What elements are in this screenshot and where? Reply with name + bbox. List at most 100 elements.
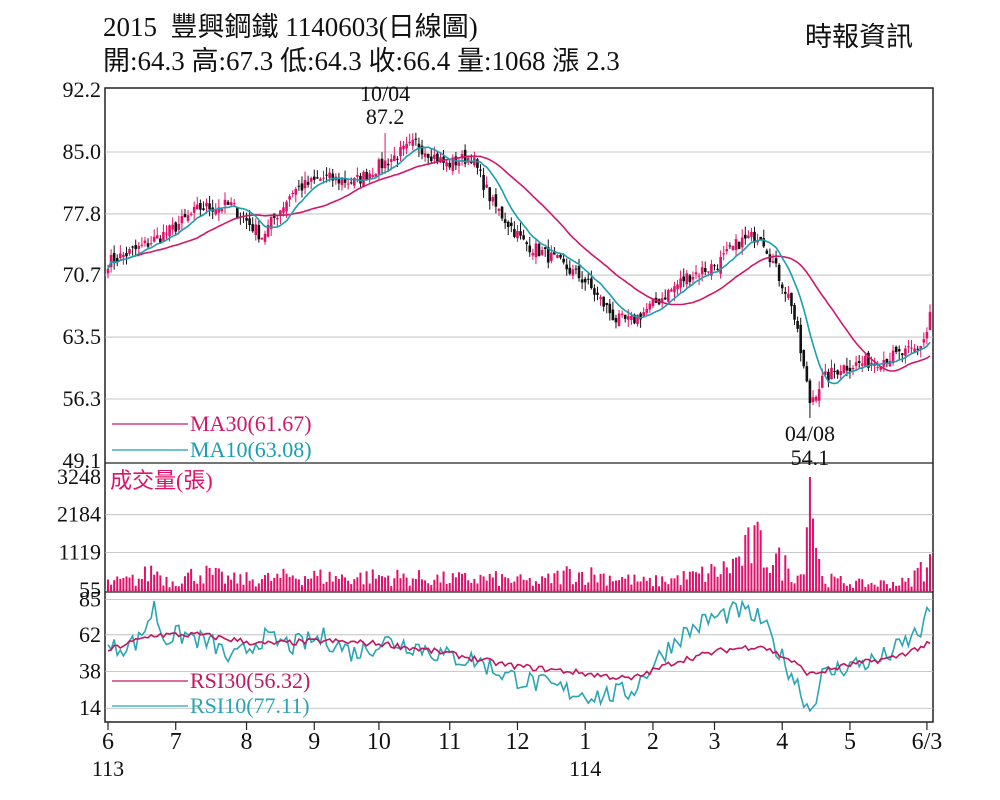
volume-bar (331, 581, 334, 592)
candle-body (128, 249, 131, 254)
candle-body (426, 153, 430, 158)
candle-body (839, 371, 843, 375)
volume-bar (153, 574, 156, 592)
volume-bar (879, 580, 882, 592)
volume-bar (461, 573, 464, 592)
volume-bar (642, 576, 645, 592)
volume-bar (839, 575, 842, 592)
candle-body (519, 231, 522, 236)
x-axis-tick-label: 5 (844, 729, 856, 755)
candle-body (451, 157, 455, 172)
volume-bar (374, 578, 377, 592)
volume-bar (165, 576, 168, 592)
candle-body (870, 362, 873, 365)
candle-body (396, 158, 399, 160)
volume-bar (664, 581, 667, 592)
volume-bar (547, 573, 550, 592)
candle-body (266, 224, 270, 237)
candle-body (223, 199, 227, 206)
volume-bar (368, 583, 371, 592)
candle-body (149, 243, 153, 245)
candle-body (642, 312, 645, 317)
candle-body (134, 245, 138, 250)
candle-body (743, 234, 747, 239)
volume-bar (522, 579, 525, 592)
volume-bar (381, 576, 383, 592)
candle-body (506, 221, 510, 228)
volume-bar (325, 581, 328, 592)
candle-body (703, 268, 707, 272)
candle-body (479, 169, 482, 171)
volume-bar (377, 575, 380, 592)
rsi-axis-tick: 85 (79, 587, 101, 612)
volume-bar (581, 572, 584, 592)
volume-bar (593, 574, 596, 592)
ma10-legend-label: MA10(63.08) (190, 437, 312, 462)
candle-body (740, 237, 744, 248)
candle-body (768, 254, 772, 263)
volume-bar (651, 586, 654, 592)
volume-bar (833, 576, 836, 592)
candle-body (457, 162, 461, 166)
volume-bar (282, 568, 285, 592)
volume-bar (565, 566, 568, 592)
volume-bar (759, 530, 762, 592)
x-axis-tick-label: 6/3 (912, 729, 943, 755)
volume-bar (217, 568, 220, 592)
volume-bar (765, 567, 768, 592)
volume-bar (744, 535, 747, 592)
candle-body (288, 196, 291, 200)
candle-body (171, 224, 174, 230)
candle-body (414, 138, 418, 140)
volume-bar (910, 586, 913, 592)
volume-bar (627, 574, 630, 592)
candle-body (386, 163, 390, 166)
volume-bar (334, 576, 337, 592)
volume-bar (870, 582, 873, 592)
candle-body (691, 276, 695, 280)
candle-body (663, 297, 667, 300)
candle-body (559, 254, 562, 258)
candle-body (106, 269, 110, 274)
candle-body (232, 203, 236, 205)
volume-bar (168, 587, 171, 592)
candle-body (716, 268, 719, 270)
candle-body (494, 194, 498, 207)
volume-bar (131, 574, 134, 592)
candle-body (885, 358, 889, 364)
volume-bar (227, 575, 230, 592)
volume-bar (728, 573, 731, 592)
x-axis-tick-label: 8 (241, 729, 253, 755)
candle-body (177, 224, 181, 230)
candle-body (162, 232, 165, 241)
volume-bar (519, 574, 522, 592)
candle-body (306, 181, 310, 185)
volume-bar (768, 572, 771, 592)
candle-body (531, 252, 535, 256)
volume-bar (501, 574, 504, 592)
volume-bar (396, 569, 399, 592)
candle-body (820, 375, 824, 388)
candle-body (759, 236, 762, 240)
volume-bar (682, 571, 685, 592)
volume-bar (559, 584, 562, 592)
ma30-line (107, 155, 931, 372)
volume-bar (688, 571, 691, 592)
candle-body (429, 156, 433, 161)
candle-body (913, 348, 916, 352)
volume-bar (310, 578, 313, 592)
candle-body (676, 284, 679, 290)
volume-bar (125, 576, 128, 592)
candle-body (916, 348, 919, 350)
candle-body (537, 244, 541, 257)
volume-bar (322, 583, 325, 592)
volume-bar (793, 583, 796, 592)
candle-body (522, 235, 525, 240)
candle-body (337, 178, 341, 184)
candle-body (131, 246, 134, 248)
candle-body (747, 235, 750, 239)
candle-body (910, 347, 913, 349)
volume-bar (202, 583, 205, 592)
volume-bar (267, 573, 270, 592)
candle-body (550, 252, 553, 261)
